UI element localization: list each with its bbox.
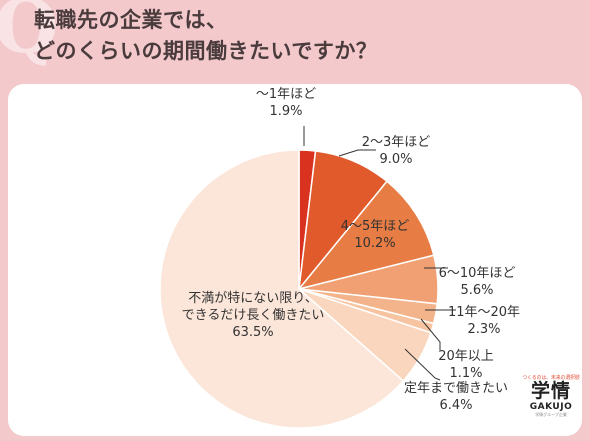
gakujo-logo: つくるのは、未来の選択肢 学情 GAKUJO 学情グループ企業 [521, 374, 581, 432]
slice-label-3: 6〜10年ほど [439, 266, 516, 281]
page-title: 転職先の企業では、 どのくらいの期間働きたいですか？ [34, 5, 377, 67]
pie-slice-1 [297, 150, 388, 292]
slice-value-4: 2.3% [467, 322, 500, 337]
slice-label-5: 20年以上 [438, 349, 494, 364]
slice-label-6: 定年まで働きたい [404, 381, 508, 396]
slice-label-0: 〜1年ほど [256, 87, 316, 102]
slice-value-6: 6.4% [439, 398, 472, 413]
slice-label-7-line-0: 不満が特にない限り、 [188, 291, 317, 306]
slice-value-1: 9.0% [379, 152, 412, 167]
leader-line-1 [338, 149, 376, 157]
slice-value-0: 1.9% [269, 104, 302, 119]
logo-kanji: 学情 [530, 380, 571, 402]
slice-label-7-line-1: できるだけ長く働きたい [182, 308, 325, 323]
pie-slice-2 [296, 180, 435, 291]
leader-line-6 [404, 348, 441, 381]
leader-line-5 [420, 318, 441, 350]
pie-slice-7 [159, 149, 405, 429]
logo-roman: GAKUJO [529, 402, 573, 412]
pie-chart: 〜1年ほど 1.9% 2〜3年ほど 9.0% 4〜5年ほど 10.2% 6〜10年ほど 5.6… [159, 87, 520, 429]
logo-sub: 学情グループ企業 [535, 412, 567, 417]
logo-tagline: つくるのは、未来の選択肢 [522, 375, 580, 381]
title-line-1: 転職先の企業では、 [34, 8, 228, 32]
question-mark-decoration: Q [0, 0, 59, 70]
slice-label-4: 11年〜20年 [448, 305, 520, 320]
slice-label-1: 2〜3年ほど [362, 135, 431, 150]
slice-label-2: 4〜5年ほど [341, 219, 410, 234]
slice-value-5: 1.1% [449, 366, 482, 381]
slice-value-3: 5.6% [460, 283, 493, 298]
slice-value-2: 10.2% [354, 236, 395, 251]
slice-value-7: 63.5% [232, 325, 273, 340]
title-line-2: どのくらいの期間働きたいですか？ [34, 39, 378, 63]
chart-card: 〜1年ほど 1.9% 2〜3年ほど 9.0% 4〜5年ほど 10.2% 6〜10年ほど 5.6… [8, 84, 582, 436]
